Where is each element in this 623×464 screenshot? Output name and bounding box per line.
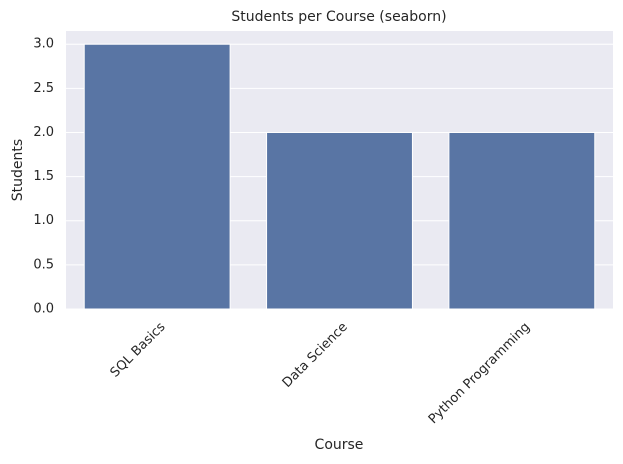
y-axis-label: Students bbox=[10, 139, 26, 201]
y-tick-label: 0.5 bbox=[33, 257, 54, 272]
y-tick-label: 1.0 bbox=[33, 213, 54, 228]
chart-title: Students per Course (seaborn) bbox=[231, 9, 446, 25]
y-tick-label: 2.5 bbox=[33, 81, 54, 96]
x-tick-label: SQL Basics bbox=[108, 320, 169, 381]
bar bbox=[83, 43, 231, 310]
y-tick-label: 0.0 bbox=[33, 302, 54, 317]
bar bbox=[448, 131, 596, 310]
x-axis-label: Course bbox=[315, 437, 364, 453]
bar bbox=[266, 131, 413, 310]
y-tick-label: 1.5 bbox=[33, 169, 54, 184]
x-tick-label: Python Programming bbox=[426, 320, 533, 427]
x-tick-label: Data Science bbox=[280, 320, 351, 391]
y-tick-label: 3.0 bbox=[33, 37, 54, 52]
y-tick-label: 2.0 bbox=[33, 125, 54, 140]
